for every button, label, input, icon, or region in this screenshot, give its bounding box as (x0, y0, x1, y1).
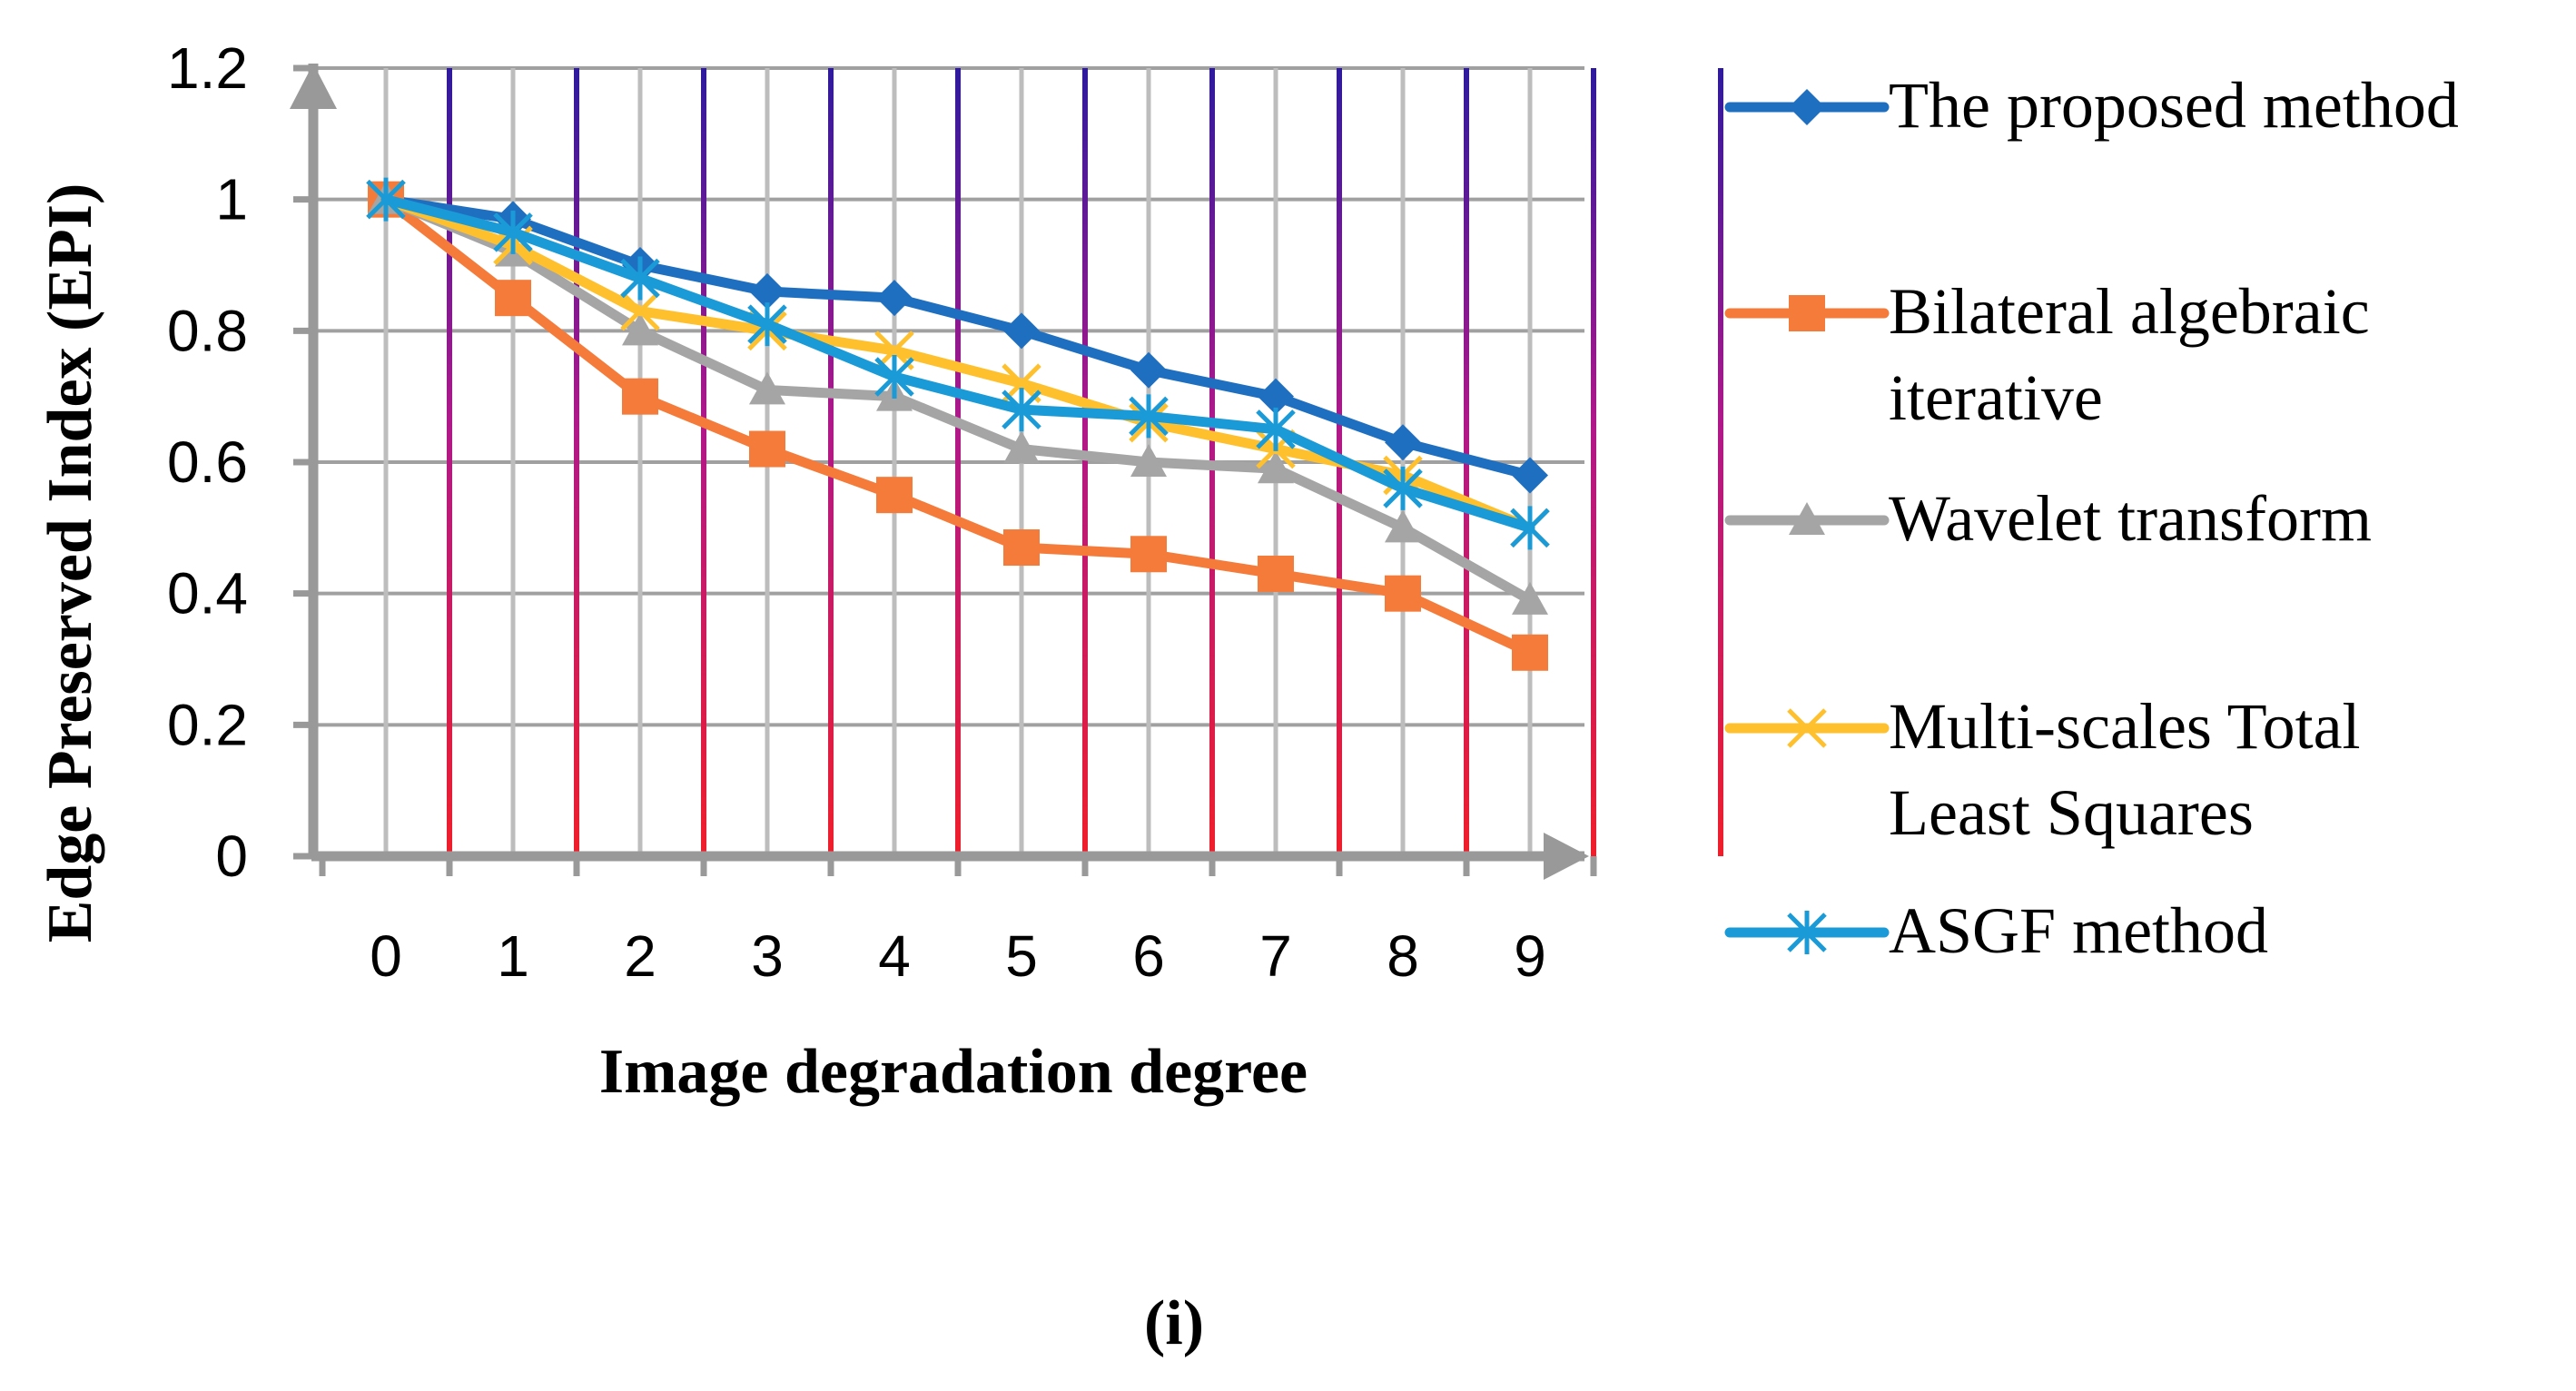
data-point (1130, 444, 1167, 477)
x-tick-label: 0 (370, 923, 402, 989)
data-point (749, 272, 785, 310)
data-point (1258, 450, 1294, 484)
v-boundary-line (447, 68, 452, 856)
data-point (1385, 424, 1421, 461)
marker-stroke (1787, 708, 1827, 748)
legend-swatch-marker (1787, 708, 1827, 748)
x-tick-label: 1 (497, 923, 529, 989)
legend-label: Wavelet transform (1889, 482, 2372, 555)
series-line (380, 194, 1535, 658)
x-tick-label: 4 (878, 923, 911, 989)
legend: The proposed method Bilateral algebraic it… (1724, 69, 2459, 967)
legend-swatch-marker (1789, 295, 1825, 331)
legend-entry: Bilateral algebraic iterative (1724, 275, 2370, 434)
axes (290, 64, 1597, 880)
legend-entry: Wavelet transform (1724, 482, 2372, 555)
marker-stroke (620, 291, 660, 331)
data-point (1383, 466, 1423, 510)
data-point (622, 312, 658, 346)
series-1 (368, 181, 1548, 671)
legend-label: Bilateral algebraic (1889, 275, 2370, 348)
data-point (620, 256, 660, 301)
v-boundary-line (955, 68, 961, 856)
legend-entry: The proposed method (1724, 69, 2459, 142)
v-boundary-line (701, 68, 706, 856)
data-point (1385, 509, 1421, 543)
series-4 (366, 177, 1550, 550)
legend-entry: Multi-scales Total Least Squares (1724, 690, 2361, 849)
data-point (622, 378, 658, 415)
data-point (620, 291, 660, 331)
tick-labels: 0 0.2 0.4 0.6 0.8 1 1.2 0 1 2 3 4 5 6 7 8 9 (167, 35, 1546, 989)
x-axis-title: Image degradation degree (599, 1037, 1308, 1107)
data-point (493, 210, 533, 254)
y-tick-label: 0.8 (167, 298, 248, 363)
data-point (876, 477, 913, 514)
x-tick-label: 5 (1005, 923, 1038, 989)
figure-caption: (i) (1144, 1288, 1204, 1358)
series (366, 177, 1550, 671)
x-tick-label: 2 (624, 923, 656, 989)
v-boundary-line (828, 68, 834, 856)
data-point (1512, 634, 1548, 671)
data-point (1003, 430, 1040, 464)
data-point (1129, 394, 1169, 439)
data-point (749, 430, 785, 468)
x-tick-label: 8 (1387, 923, 1419, 989)
data-point (876, 280, 913, 317)
x-tick-label: 3 (751, 923, 784, 989)
legend-label: Multi-scales Total (1889, 690, 2361, 763)
data-point (749, 371, 785, 405)
y-axis-arrow (290, 64, 337, 109)
x-tick-label: 7 (1259, 923, 1292, 989)
legend-label: The proposed method (1889, 69, 2459, 142)
data-point (1130, 536, 1167, 573)
data-point (1258, 378, 1294, 415)
v-boundary-line (574, 68, 579, 856)
x-tick-label: 6 (1132, 923, 1165, 989)
data-point (1512, 457, 1548, 494)
data-point (1130, 351, 1167, 389)
data-point (1510, 506, 1550, 550)
y-tick-label: 0.2 (167, 692, 248, 757)
series-line (380, 194, 1535, 533)
legend-entry: ASGF method (1724, 894, 2268, 967)
y-axis-title: Edge Preserved Index (EPI) (35, 183, 105, 943)
y-tick-label: 1.2 (167, 35, 248, 101)
data-point (1003, 529, 1040, 567)
data-point (1512, 581, 1548, 615)
legend-swatch-marker (1787, 911, 1827, 954)
v-boundary-line (1591, 68, 1596, 856)
data-point (1002, 388, 1041, 432)
y-tick-label: 0 (215, 824, 248, 889)
y-tick-label: 1 (215, 167, 248, 232)
legend-swatch-marker (1789, 502, 1825, 535)
y-tick-label: 0.6 (167, 429, 248, 495)
data-point (366, 177, 406, 222)
legend-label: iterative (1889, 361, 2103, 434)
legend-swatch-marker (1789, 89, 1825, 125)
data-point (1258, 555, 1294, 592)
v-boundary-line (1718, 68, 1723, 856)
x-tick-label: 9 (1514, 923, 1546, 989)
data-point (1003, 312, 1040, 350)
data-point (747, 302, 787, 347)
data-point (1256, 407, 1296, 451)
data-point (495, 280, 531, 317)
data-point (874, 354, 914, 399)
series-line (380, 194, 1535, 480)
series-line (380, 194, 1535, 606)
data-point (1385, 575, 1421, 612)
legend-label: Least Squares (1889, 776, 2254, 849)
v-boundary-line (1082, 68, 1088, 856)
y-tick-label: 0.4 (167, 561, 248, 626)
x-axis-arrow (1544, 833, 1589, 880)
legend-label: ASGF method (1889, 894, 2268, 967)
